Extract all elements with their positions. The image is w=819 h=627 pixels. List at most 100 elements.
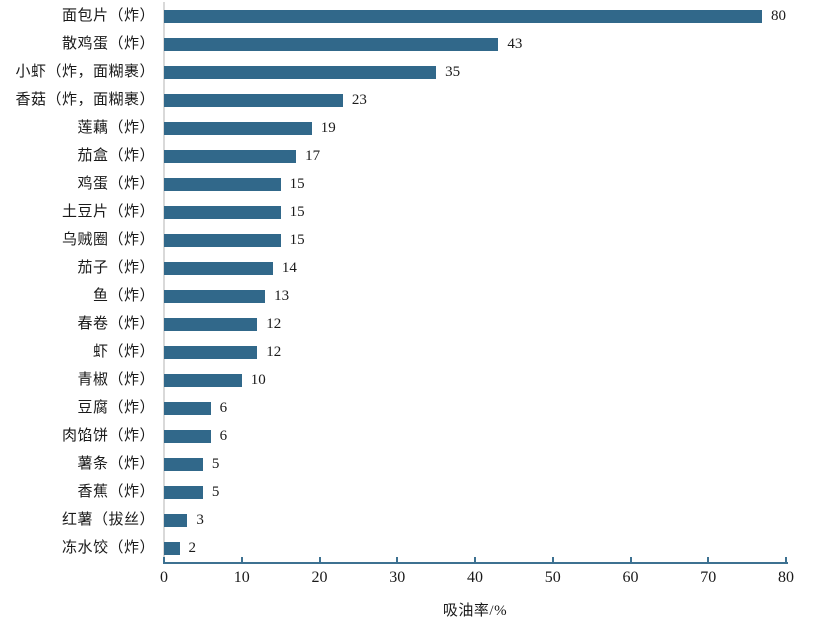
value-label: 6 [219,400,228,416]
bar-rows: 面包片（炸） 80 散鸡蛋（炸） 43 小虾（炸，面糊裹） 35 香菇（炸，面糊裹） 23 莲藕… [0,2,819,562]
bar [164,205,281,219]
bar-track: 2 [164,534,786,562]
value-label: 5 [211,484,220,500]
bar [164,317,258,331]
bar [164,37,499,51]
bar-row: 肉馅饼（炸） 6 [0,422,819,450]
value-label: 13 [274,288,290,304]
bar-row: 青椒（炸） 10 [0,366,819,394]
x-tick-label: 60 [622,569,639,586]
value-label: 12 [266,344,282,360]
category-label: 冻水饺（炸） [61,540,155,556]
x-tick-label: 80 [778,569,794,586]
x-tick-label: 40 [467,569,483,586]
bar-row: 鱼（炸） 13 [0,282,819,310]
value-label: 17 [305,148,321,164]
bar-row: 茄子（炸） 14 [0,254,819,282]
value-label: 5 [211,456,220,472]
bar-track: 6 [164,422,786,450]
category-label: 土豆片（炸） [61,204,155,220]
bar-track: 14 [164,254,786,282]
value-label: 15 [289,176,305,192]
bar-track: 12 [164,310,786,338]
category-label: 鱼（炸） [92,288,155,304]
bar-track: 23 [164,86,786,114]
bar-track: 19 [164,114,786,142]
bar-row: 春卷（炸） 12 [0,310,819,338]
bar [164,345,258,359]
category-label: 青椒（炸） [77,372,155,388]
value-label: 80 [771,8,786,24]
bar [164,457,203,471]
category-label: 香蕉（炸） [77,484,155,500]
bar-row: 散鸡蛋（炸） 43 [0,30,819,58]
bar-row: 香蕉（炸） 5 [0,478,819,506]
category-label: 虾（炸） [92,344,155,360]
bar-track: 15 [164,170,786,198]
category-label: 茄子（炸） [77,260,155,276]
category-label: 薯条（炸） [77,456,155,472]
bar-track: 10 [164,366,786,394]
value-label: 23 [351,92,367,108]
bar-track: 35 [164,58,786,86]
bar [164,149,297,163]
bar-row: 红薯（拔丝） 3 [0,506,819,534]
category-label: 鸡蛋（炸） [77,176,155,192]
bar-track: 5 [164,450,786,478]
category-label: 面包片（炸） [61,8,155,24]
bar-row: 莲藕（炸） 19 [0,114,819,142]
bar-track: 43 [164,30,786,58]
category-label: 莲藕（炸） [77,120,155,136]
bar-track: 3 [164,506,786,534]
bar-row: 土豆片（炸） 15 [0,198,819,226]
y-axis-line [163,2,165,562]
bar-track: 12 [164,338,786,366]
category-label: 茄盒（炸） [77,148,155,164]
bar-row: 茄盒（炸） 17 [0,142,819,170]
bar [164,513,188,527]
category-label: 散鸡蛋（炸） [61,36,155,52]
bar-row: 面包片（炸） 80 [0,2,819,30]
x-axis-title: 吸油率/% [442,603,508,619]
bar [164,541,180,555]
bar-row: 乌贼圈（炸） 15 [0,226,819,254]
bar-row: 豆腐（炸） 6 [0,394,819,422]
x-tick-label: 30 [389,569,406,586]
bar-row: 冻水饺（炸） 2 [0,534,819,562]
value-label: 15 [289,204,305,220]
bar-row: 薯条（炸） 5 [0,450,819,478]
category-label: 香菇（炸，面糊裹） [15,92,155,108]
bar-track: 15 [164,226,786,254]
value-label: 3 [196,512,204,528]
value-label: 6 [219,428,228,444]
bar-track: 15 [164,198,786,226]
bar [164,289,266,303]
x-tick-label: 70 [700,569,717,586]
x-tick-label: 20 [311,569,328,586]
bar-track: 5 [164,478,786,506]
bar [164,65,437,79]
bar-row: 小虾（炸，面糊裹） 35 [0,58,819,86]
category-label: 红薯（拔丝） [61,512,155,528]
bar-row: 鸡蛋（炸） 15 [0,170,819,198]
value-label: 43 [507,36,523,52]
value-label: 12 [266,316,282,332]
x-tick-label: 0 [160,569,168,586]
bar-track: 80 [164,2,786,30]
x-axis-line [163,562,788,564]
category-label: 豆腐（炸） [77,400,155,416]
value-label: 2 [188,540,197,556]
bar [164,93,343,107]
category-label: 乌贼圈（炸） [61,232,155,248]
bar [164,401,211,415]
bar [164,373,242,387]
bar [164,485,203,499]
value-label: 35 [445,64,461,80]
category-label: 肉馅饼（炸） [61,428,155,444]
bar [164,121,312,135]
value-label: 14 [281,260,297,276]
value-label: 10 [250,372,266,388]
bar-track: 13 [164,282,786,310]
bar [164,261,273,275]
